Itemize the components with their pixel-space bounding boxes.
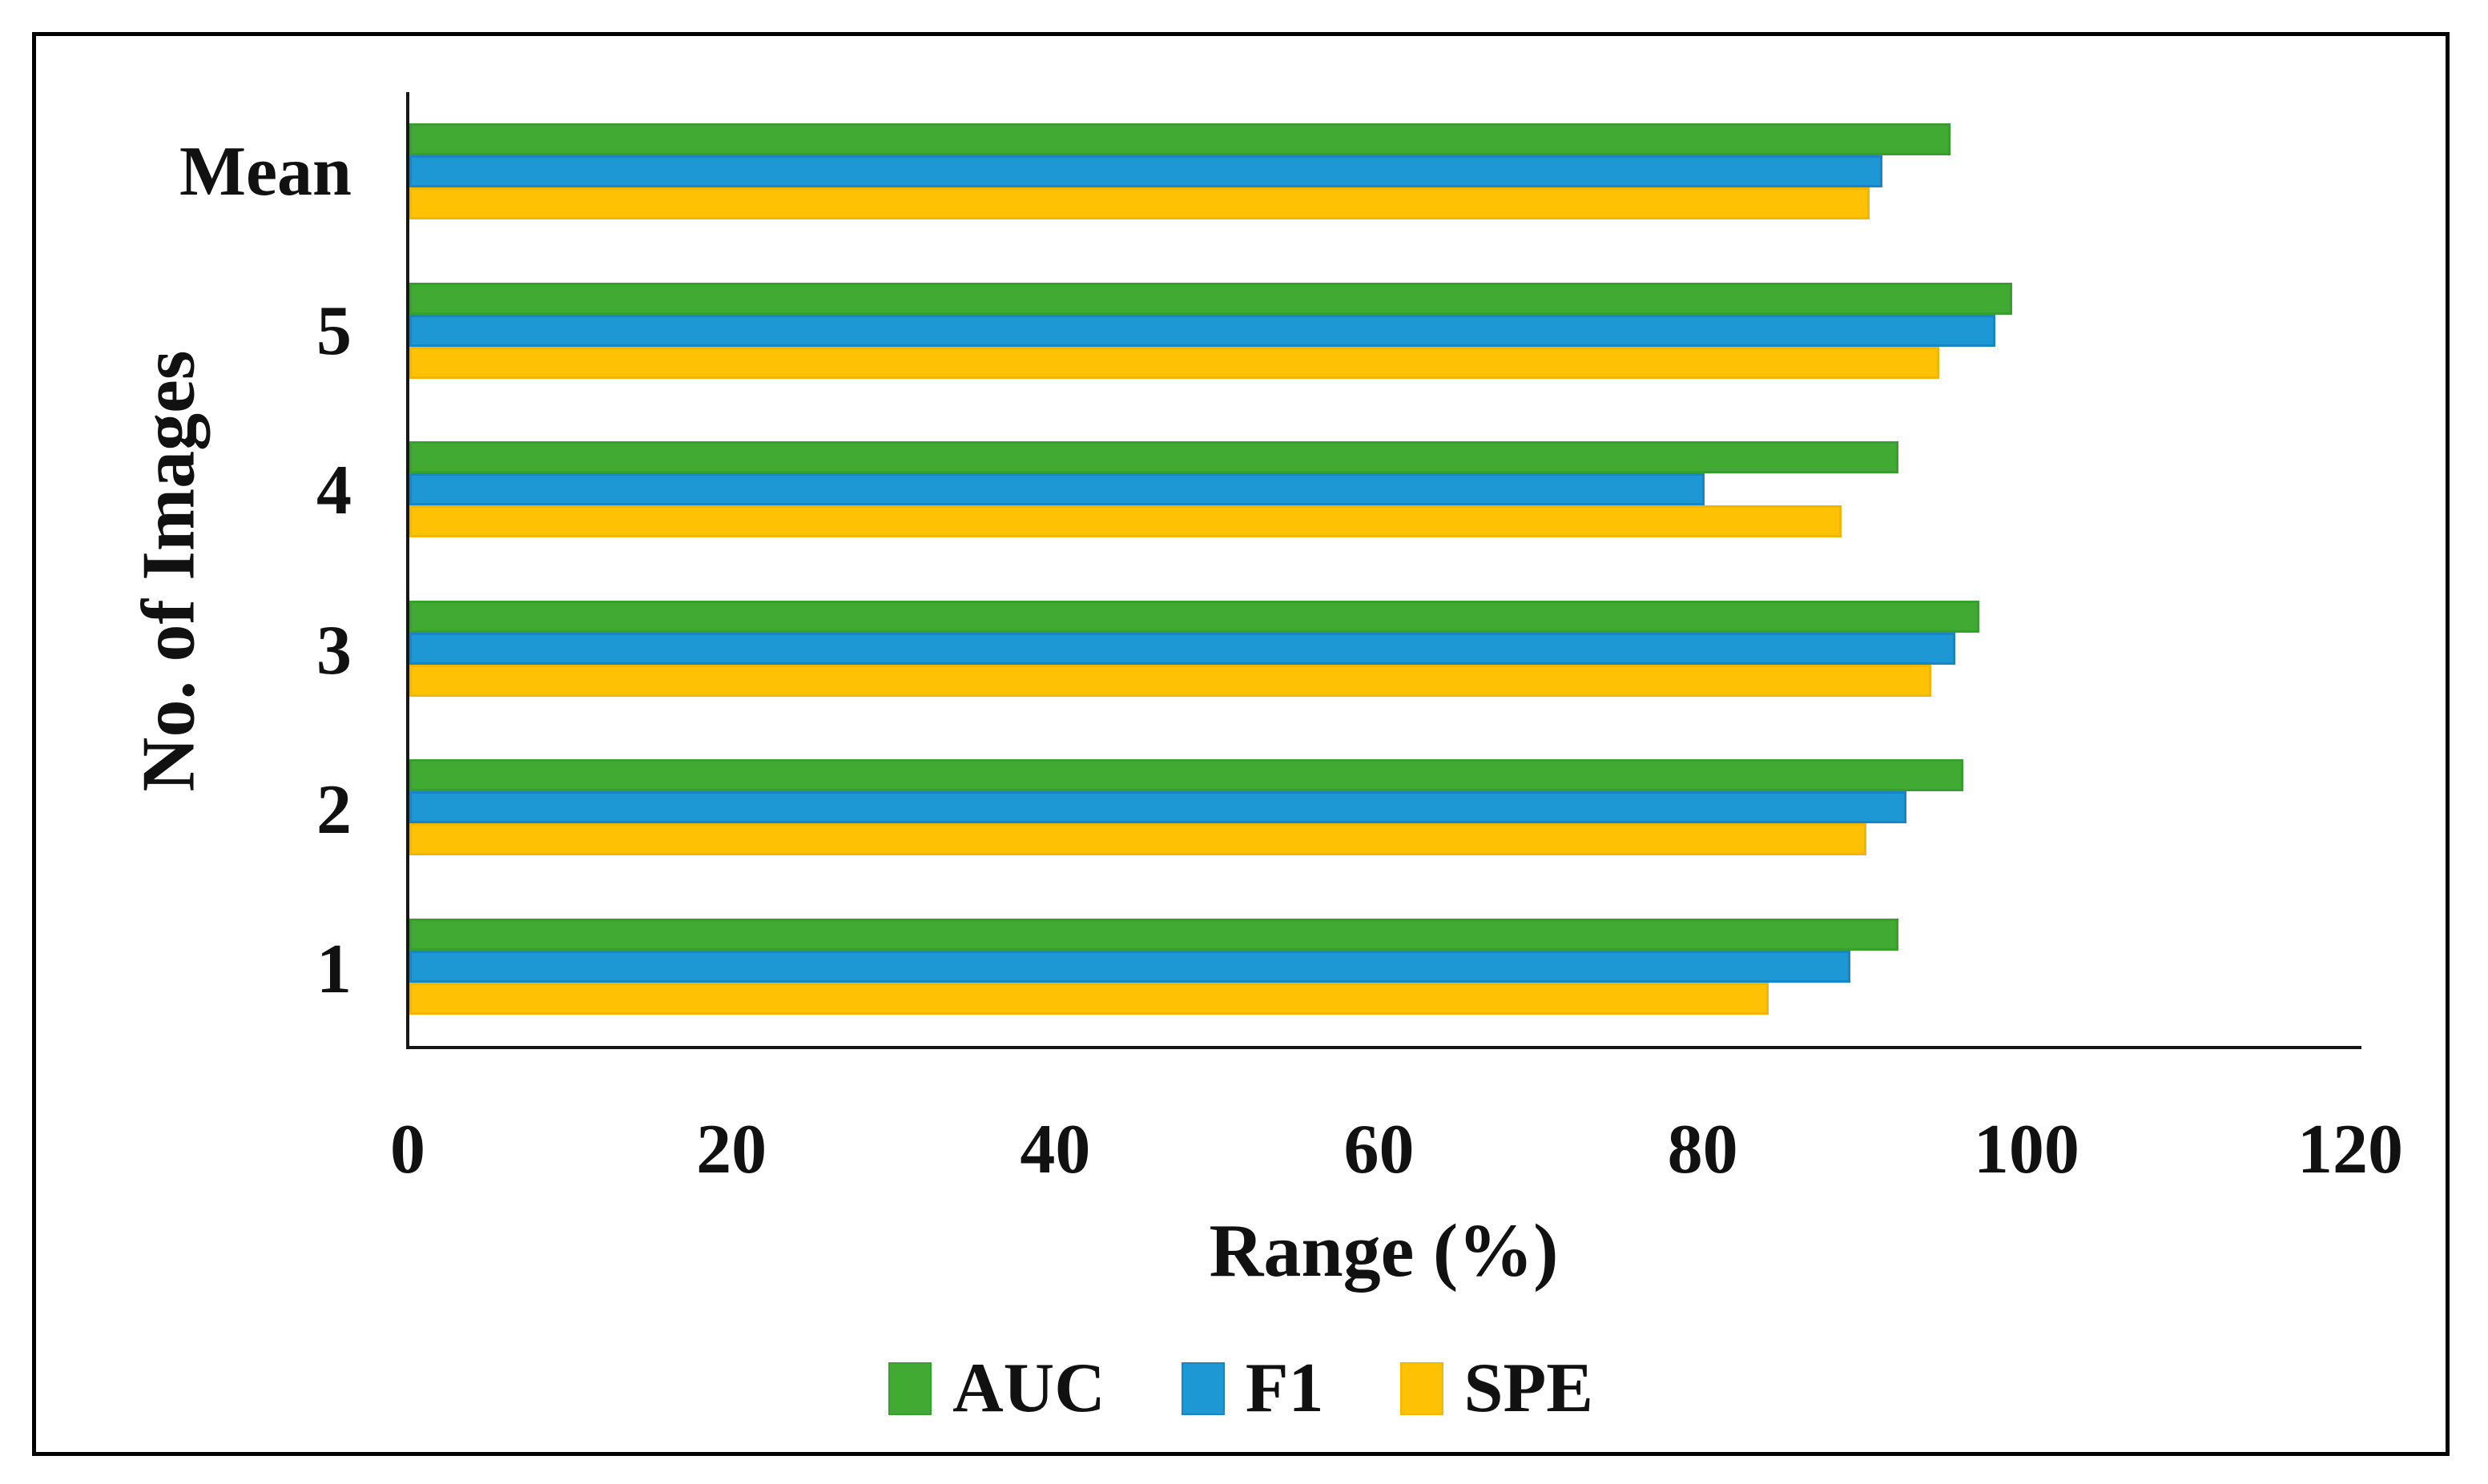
bar-auc-3 [409,600,1979,633]
bar-spe-4 [409,505,1842,538]
bar-auc-5 [409,282,2012,315]
x-tick-label-20: 20 [696,1111,767,1188]
category-group-mean [409,92,2361,251]
legend-swatch-spe [1399,1361,1443,1415]
bar-spe-5 [409,346,1939,379]
category-group-4 [409,410,2361,569]
bar-auc-1 [409,918,1898,951]
bar-spe-1 [409,982,1769,1015]
category-group-1 [409,887,2361,1047]
y-axis-category-labels: Mean 5 4 3 2 1 [36,92,406,1049]
x-tick-label-60: 60 [1343,1111,1415,1188]
category-group-2 [409,728,2361,887]
category-group-3 [409,569,2361,729]
y-category-label-5: 5 [316,292,352,371]
plot-area [406,92,2361,1049]
legend-label-f1: F1 [1245,1349,1324,1427]
legend-swatch-f1 [1181,1361,1225,1415]
bar-f1-2 [409,791,1906,824]
legend: AUC F1 SPE [36,1348,2446,1429]
x-tick-label-0: 0 [390,1111,425,1188]
x-tick-label-80: 80 [1667,1111,1738,1188]
y-category-label-3: 3 [316,611,352,690]
legend-swatch-auc [888,1361,932,1415]
bar-f1-3 [409,632,1955,665]
bar-spe-3 [409,664,1931,697]
bar-auc-mean [409,123,1951,156]
y-category-label-1: 1 [316,930,352,1008]
bar-f1-mean [409,155,1882,188]
y-category-label-mean: Mean [179,133,352,211]
bar-spe-mean [409,187,1870,220]
legend-item-spe: SPE [1399,1348,1593,1429]
x-tick-label-40: 40 [1020,1111,1091,1188]
x-tick-label-120: 120 [2297,1111,2403,1188]
bar-auc-2 [409,759,1963,792]
bar-auc-4 [409,441,1898,474]
legend-item-auc: AUC [888,1348,1105,1429]
legend-label-spe: SPE [1463,1349,1593,1427]
y-category-label-2: 2 [316,770,352,849]
category-group-5 [409,251,2361,411]
y-category-label-4: 4 [316,452,352,530]
bar-f1-4 [409,473,1705,506]
x-axis-title: Range (%) [1209,1209,1559,1293]
bar-f1-1 [409,950,1850,983]
bar-spe-2 [409,823,1866,856]
bar-f1-5 [409,314,1995,347]
chart-outer-border: No. of Images Mean 5 4 3 2 1 0 20 40 60 80 100 120 … [32,32,2450,1456]
x-axis-tick-labels: 0 20 40 60 80 100 120 [390,1109,2403,1201]
legend-label-auc: AUC [952,1349,1105,1427]
x-tick-label-100: 100 [1973,1111,2079,1188]
legend-item-f1: F1 [1181,1348,1324,1429]
